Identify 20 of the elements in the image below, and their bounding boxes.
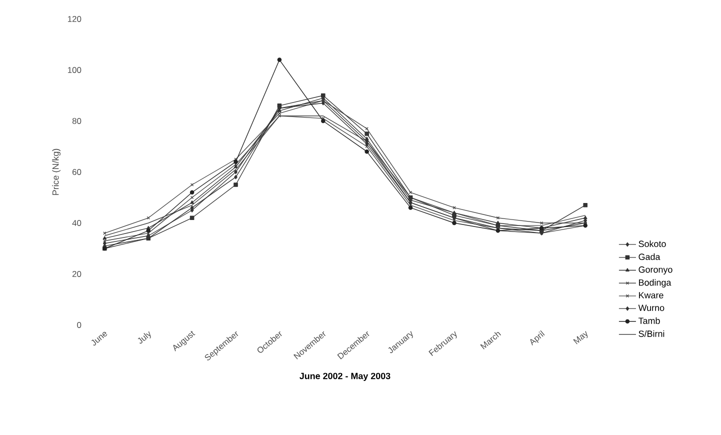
legend-label: S/Birni <box>638 330 664 337</box>
legend-label: Goronyo <box>638 266 672 275</box>
x-axis-title: June 2002 - May 2003 <box>300 372 390 381</box>
x-tick-label: June <box>91 332 108 346</box>
y-tick-label: 20 <box>72 271 82 277</box>
y-axis-title: Price (N/kg) <box>52 148 61 195</box>
legend-label: Wurno <box>638 304 664 312</box>
y-tick-label: 40 <box>72 220 82 226</box>
legend-label: Tamb <box>638 317 660 324</box>
x-tick-label: May <box>573 331 588 344</box>
y-tick-label: 100 <box>68 67 82 73</box>
y-tick-label: 80 <box>72 118 82 124</box>
legend-label: Sokoto <box>638 240 666 248</box>
y-tick-label: 0 <box>77 322 82 328</box>
legend-label: Kware <box>639 292 664 298</box>
y-tick-label: 120 <box>68 16 82 22</box>
y-tick-label: 60 <box>72 169 82 175</box>
x-tick-label: July <box>138 331 151 344</box>
legend-label: Gada <box>638 253 660 260</box>
legend-label: Bodinga <box>639 279 672 288</box>
